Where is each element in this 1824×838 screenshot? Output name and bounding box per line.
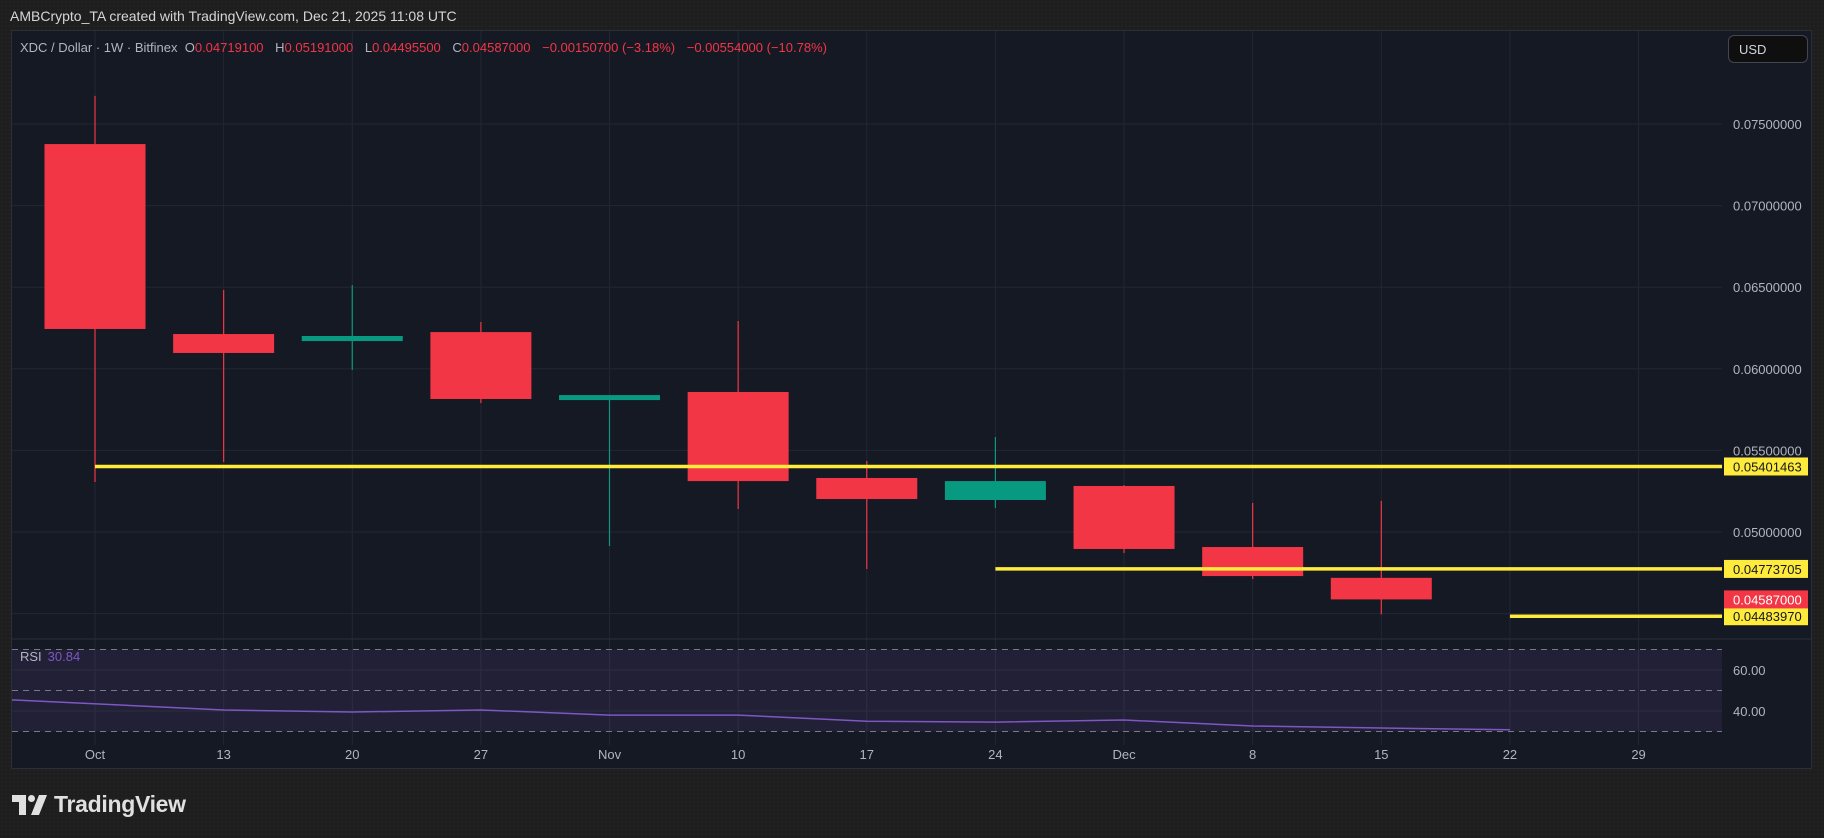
- time-axis-tick: 15: [1374, 747, 1388, 762]
- last-price-tag: [1724, 590, 1808, 609]
- time-axis-tick: 13: [216, 747, 230, 762]
- time-axis-tick: 24: [988, 747, 1002, 762]
- candle[interactable]: [559, 395, 661, 547]
- candle[interactable]: [173, 289, 275, 462]
- time-axis-tick: Nov: [598, 747, 622, 762]
- currency-button[interactable]: USD: [1728, 35, 1808, 63]
- chart-credit: AMBCrypto_TA created with TradingView.co…: [10, 8, 457, 24]
- open-value: 0.04719100: [194, 40, 264, 55]
- rsi-label: RSI: [20, 649, 42, 664]
- ohlc-legend: XDC / Dollar · 1W · Bitfinex O0.04719100…: [20, 40, 835, 55]
- low-label: L: [364, 40, 373, 55]
- level-price-tag: [1724, 607, 1808, 626]
- rsi-axis-tick: 40.00: [1733, 704, 1766, 719]
- candle[interactable]: [1073, 484, 1175, 554]
- high-label: H: [275, 40, 285, 55]
- candle[interactable]: [816, 461, 918, 570]
- rsi-value: 30.84: [47, 649, 81, 664]
- high-value: 0.05191000: [284, 40, 354, 55]
- price-axis-tick: 0.07500000: [1733, 117, 1802, 132]
- time-axis-tick: 20: [345, 747, 359, 762]
- change-value: −0.00150700 (−3.18%): [542, 40, 676, 55]
- brand-logo[interactable]: TradingView: [12, 791, 186, 818]
- last-price-label: 0.04587000: [1733, 592, 1802, 607]
- brand-name: TradingView: [54, 791, 186, 817]
- price-axis-tick: 0.06000000: [1733, 362, 1802, 377]
- time-axis-tick: Dec: [1112, 747, 1136, 762]
- level-price-label: 0.04773705: [1733, 562, 1802, 577]
- price-axis-tick: 0.06500000: [1733, 280, 1802, 295]
- rsi-line: [11, 699, 1510, 731]
- time-axis-tick: 8: [1249, 747, 1256, 762]
- candle[interactable]: [430, 321, 532, 404]
- time-axis-tick: 27: [474, 747, 488, 762]
- level-price-tag: [1724, 457, 1808, 476]
- time-axis-tick: 29: [1631, 747, 1645, 762]
- open-label: O: [184, 40, 195, 55]
- change-value-2: −0.00554000 (−10.78%): [686, 40, 827, 55]
- level-price-label: 0.04483970: [1733, 609, 1802, 624]
- close-label: C: [452, 40, 462, 55]
- time-axis-tick: 17: [860, 747, 874, 762]
- price-axis-tick: 0.07000000: [1733, 199, 1802, 214]
- candle[interactable]: [944, 437, 1046, 509]
- rsi-legend: RSI 30.84: [20, 649, 80, 664]
- chart-frame[interactable]: [11, 30, 1812, 769]
- price-axis-tick: 0.05500000: [1733, 443, 1802, 458]
- candle[interactable]: [301, 285, 403, 370]
- candle[interactable]: [687, 320, 789, 509]
- tradingview-logo-icon: [12, 794, 47, 815]
- candle[interactable]: [44, 95, 146, 483]
- rsi-axis-tick: 60.00: [1733, 663, 1766, 678]
- low-value: 0.04495500: [372, 40, 441, 55]
- level-price-tag: [1724, 559, 1808, 578]
- price-axis-tick: 0.05000000: [1733, 525, 1802, 540]
- candle[interactable]: [1330, 500, 1432, 615]
- time-axis-tick: 10: [731, 747, 745, 762]
- close-value: 0.04587000: [461, 40, 531, 55]
- time-axis-tick: Oct: [85, 747, 106, 762]
- candle[interactable]: [1202, 502, 1304, 580]
- time-axis-tick: 22: [1503, 747, 1517, 762]
- level-price-label: 0.05401463: [1733, 459, 1802, 474]
- symbol-title[interactable]: XDC / Dollar · 1W · Bitfinex: [20, 40, 178, 55]
